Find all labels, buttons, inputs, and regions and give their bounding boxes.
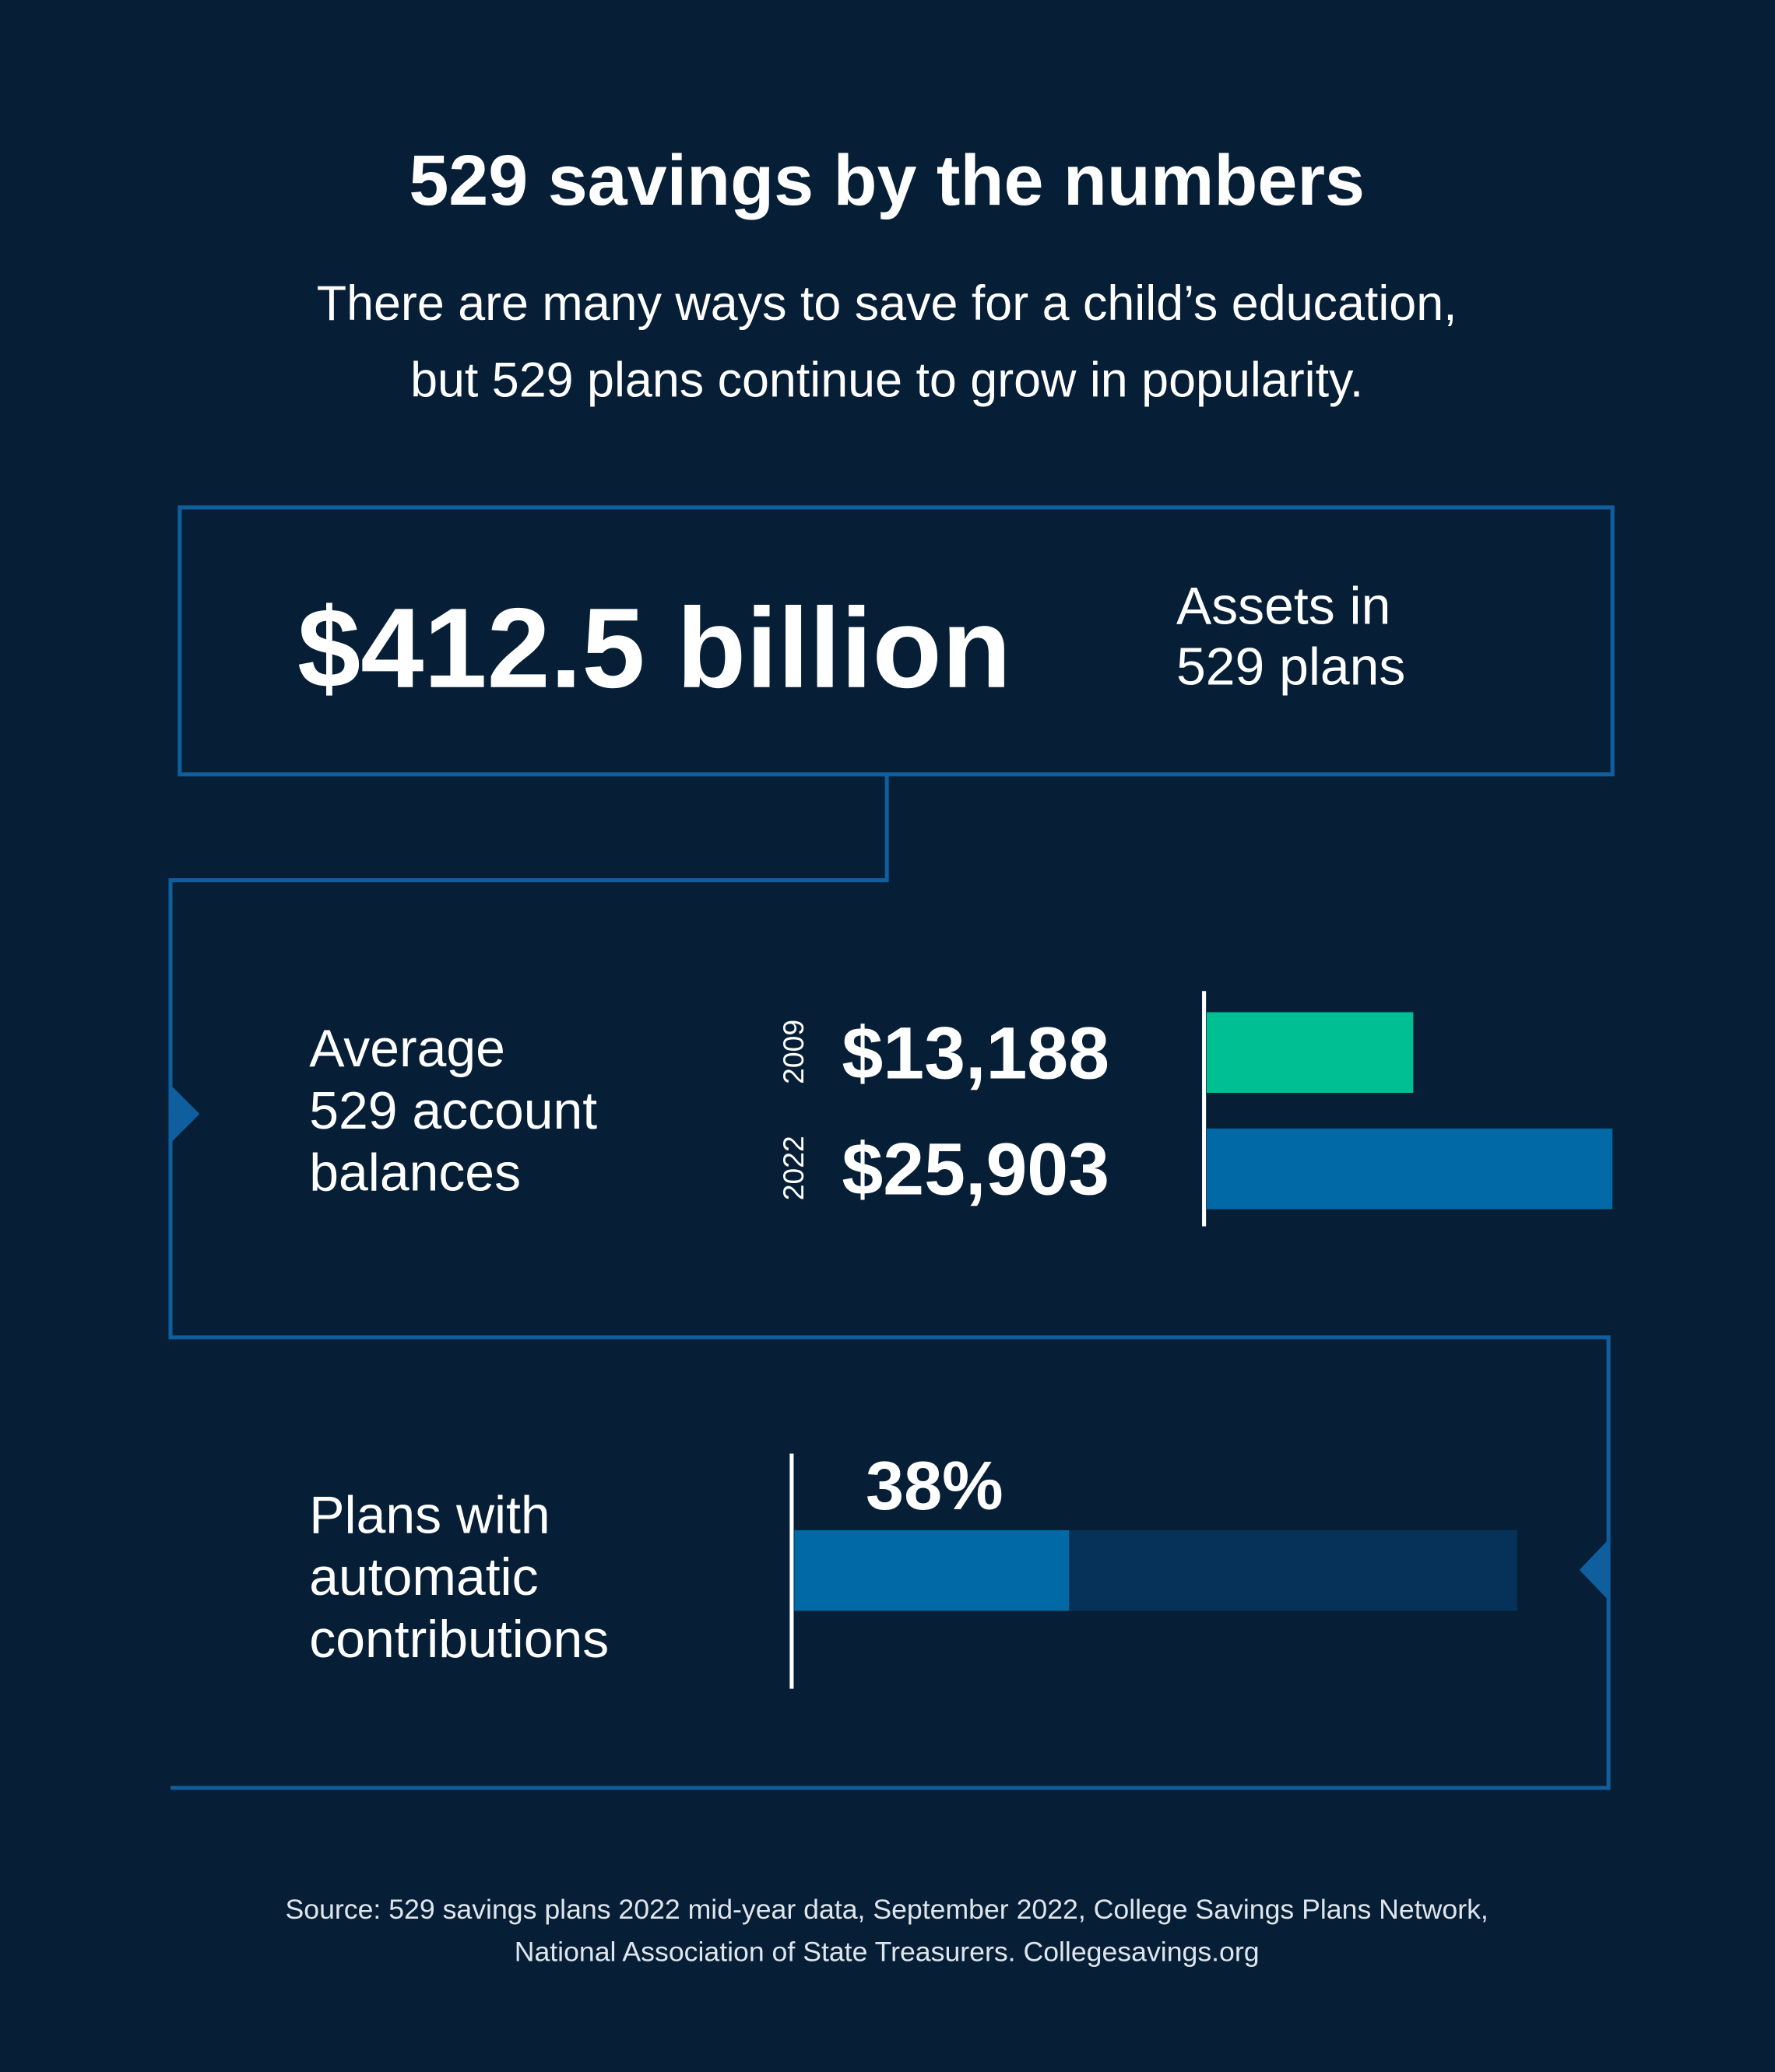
source: Source: 529 savings plans 2022 mid-year … xyxy=(285,1894,1488,1925)
chart-title: balances xyxy=(309,1144,521,1203)
progress-fill xyxy=(794,1529,1070,1611)
chart-title: Plans with xyxy=(309,1486,550,1544)
title: 529 savings by the numbers xyxy=(409,141,1365,220)
chart-title: automatic xyxy=(309,1548,538,1607)
assets-box xyxy=(178,505,1615,777)
bar xyxy=(1206,1012,1414,1094)
chart-title: 529 account xyxy=(309,1082,597,1140)
year-label: 2022 xyxy=(777,1136,810,1200)
pointer xyxy=(170,1084,200,1143)
value-label: $25,903 xyxy=(842,1129,1109,1211)
subtitle: but 529 plans continue to grow in popula… xyxy=(410,353,1363,407)
assets-label: Assets in xyxy=(1176,577,1390,635)
subtitle: There are many ways to save for a child’… xyxy=(317,276,1457,331)
assets-label: 529 plans xyxy=(1176,637,1405,696)
pointer xyxy=(1579,1539,1609,1600)
connector xyxy=(168,774,1611,1790)
bar xyxy=(1206,1128,1613,1210)
value-label: $13,188 xyxy=(842,1012,1109,1094)
source: National Association of State Treasurers… xyxy=(515,1936,1260,1967)
year-label: 2009 xyxy=(777,1020,810,1084)
chart-title: contributions xyxy=(309,1610,609,1669)
value-label: 38% xyxy=(866,1447,1003,1524)
chart-title: Average xyxy=(309,1020,505,1078)
assets-value: $412.5 billion xyxy=(297,585,1011,711)
